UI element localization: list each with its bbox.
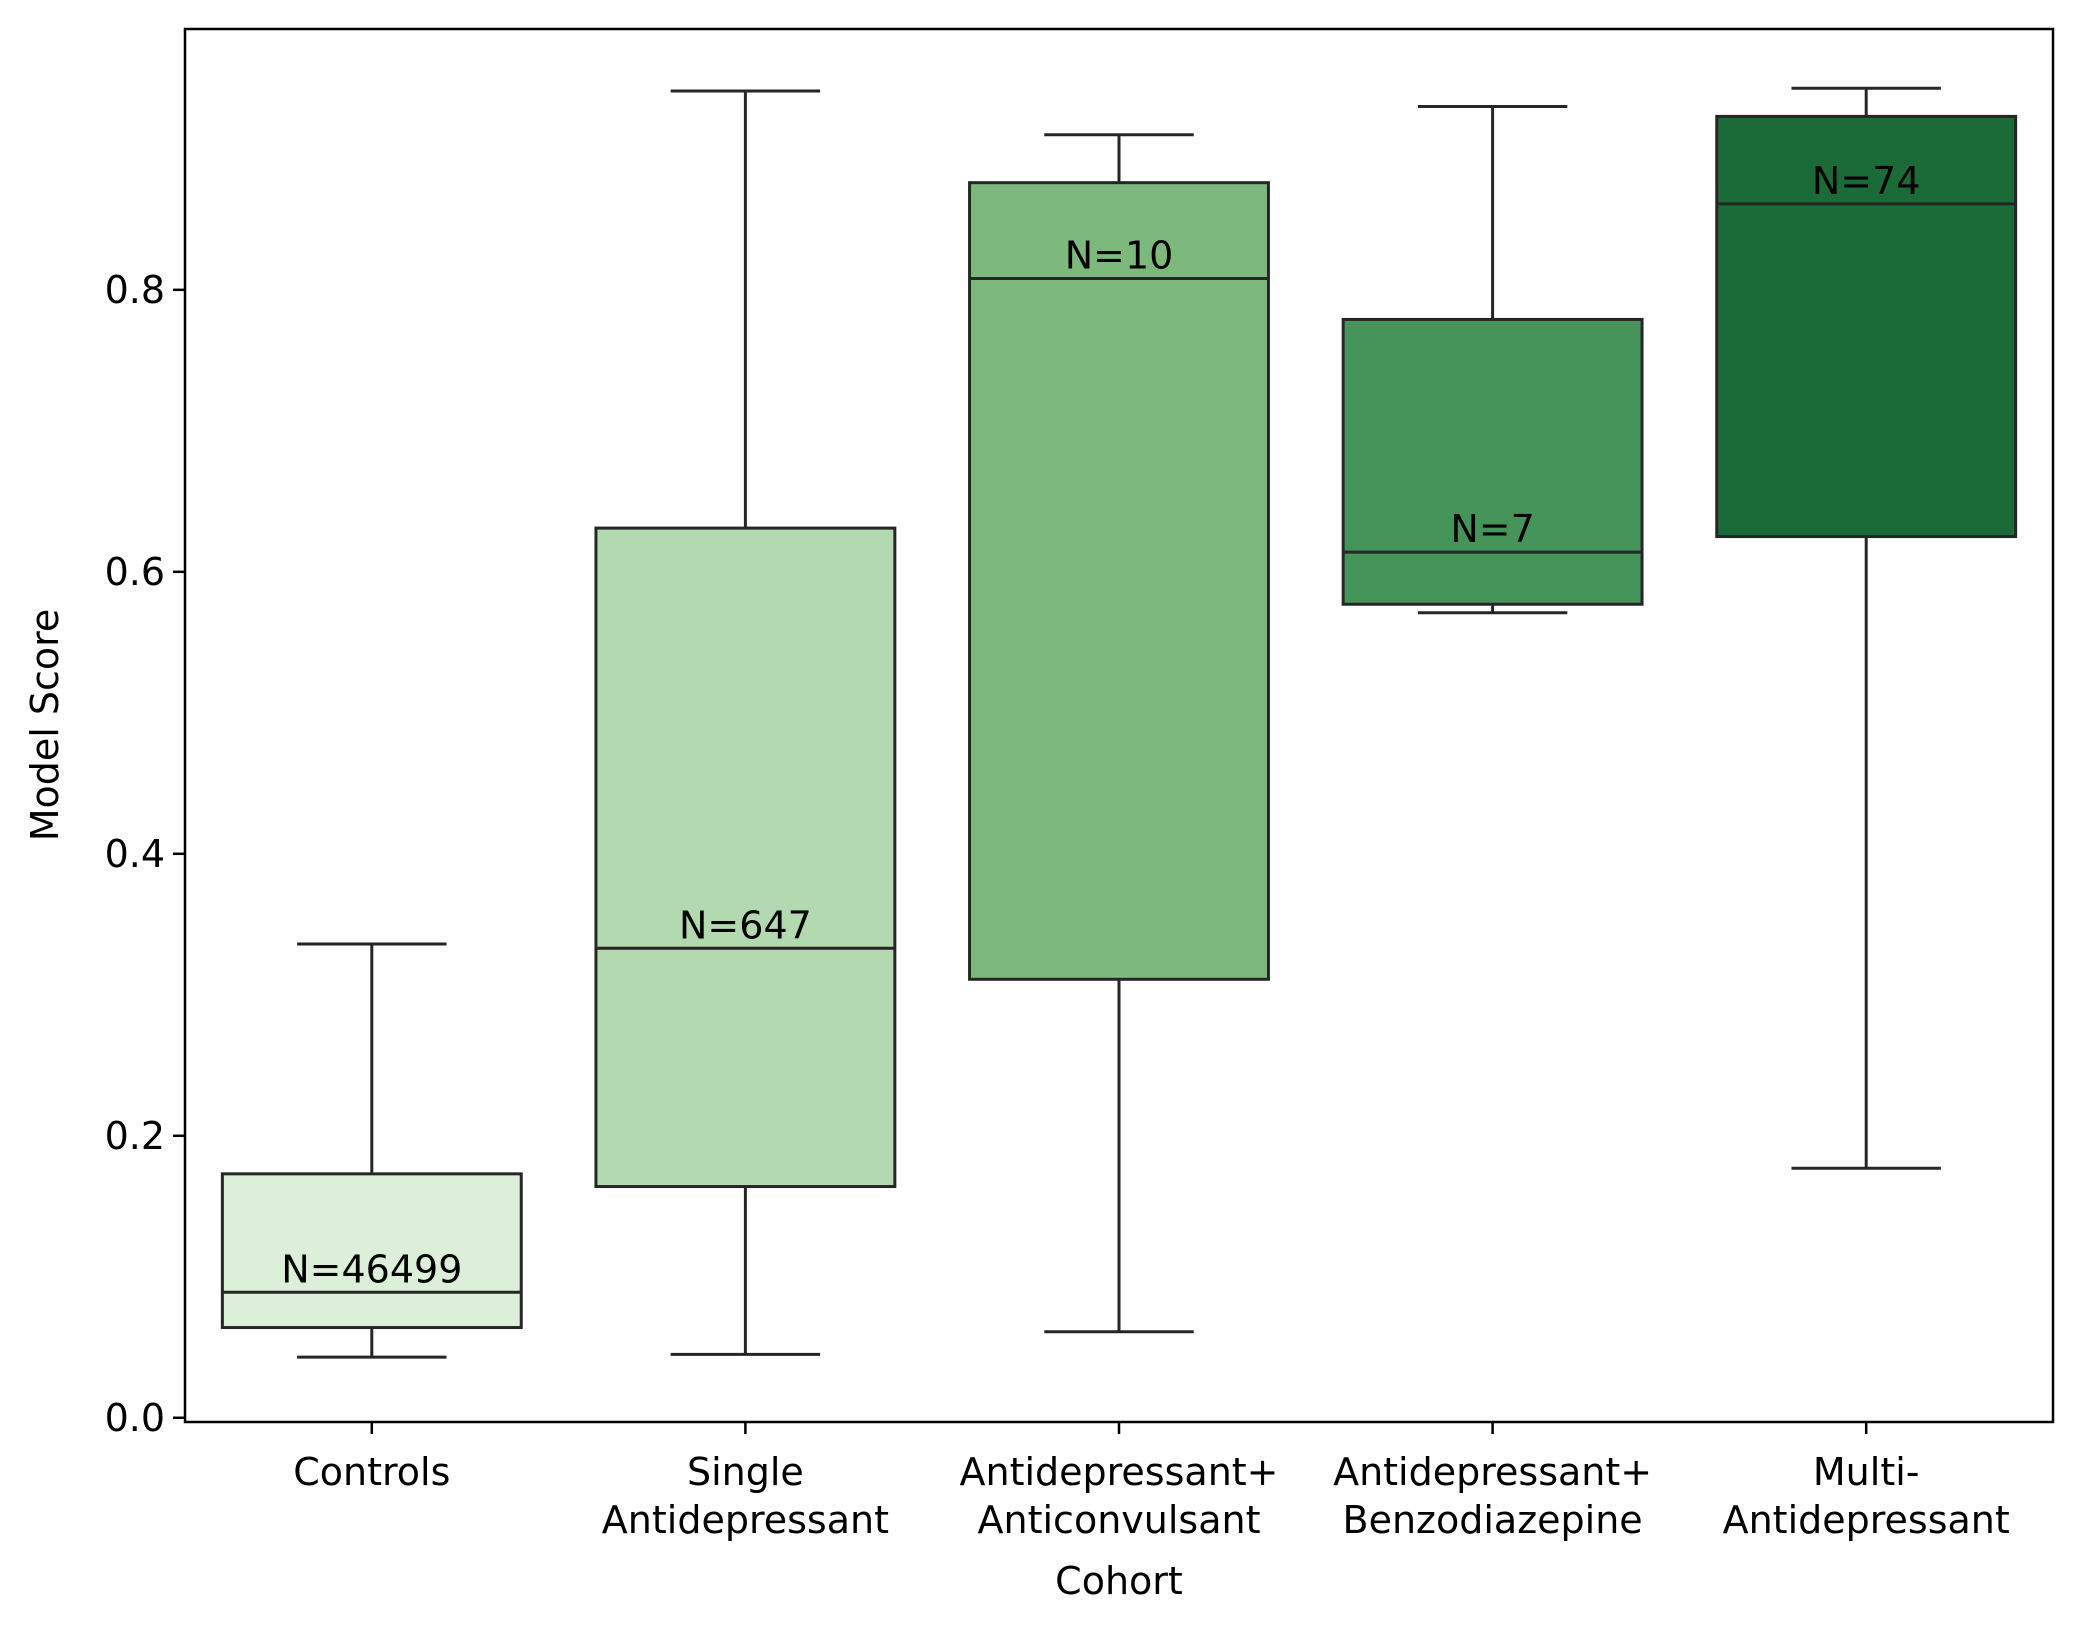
- n-count-label: N=647: [679, 903, 812, 947]
- y-axis-title: Model Score: [23, 609, 67, 842]
- y-tick-label: 0.2: [105, 1114, 165, 1158]
- y-axis: 0.0 0.2 0.4 0.6 0.8: [105, 268, 185, 1440]
- x-tick-label: Antidepressant+ Anticonvulsant: [959, 1450, 1278, 1542]
- box-group: N=46499: [220, 942, 523, 1359]
- n-count-label: N=74: [1812, 159, 1921, 203]
- box-iqr: [1341, 317, 1644, 606]
- box-iqr: [220, 1172, 523, 1330]
- x-tick-label: Single Antidepressant: [602, 1450, 889, 1542]
- x-axis: Controls Single Antidepressant Antidepressa…: [293, 1422, 2010, 1542]
- x-tick-label: Controls: [293, 1450, 450, 1494]
- boxes-layer: N=46499 N=647 N=10 N=7 N=74: [220, 86, 2018, 1359]
- box-group: N=74: [1715, 86, 2018, 1170]
- x-tick-label: Multi-Antidepressant: [1723, 1450, 2010, 1542]
- box-group: N=7: [1341, 105, 1644, 615]
- y-tick-label: 0.4: [105, 832, 165, 876]
- box-iqr: [594, 526, 897, 1189]
- box-iqr: [968, 181, 1270, 981]
- box-group: N=10: [968, 133, 1270, 1334]
- n-count-label: N=7: [1450, 507, 1534, 551]
- y-tick-label: 0.6: [105, 550, 165, 594]
- n-count-label: N=46499: [281, 1247, 462, 1291]
- box-iqr: [1715, 114, 2018, 539]
- x-tick-label: Antidepressant+ Benzodiazepine: [1333, 1450, 1652, 1542]
- n-count-label: N=10: [1065, 234, 1174, 278]
- box-group: N=647: [594, 89, 897, 1356]
- y-tick-label: 0.8: [105, 268, 165, 312]
- x-axis-title: Cohort: [1055, 1559, 1183, 1603]
- y-tick-label: 0.0: [105, 1396, 165, 1440]
